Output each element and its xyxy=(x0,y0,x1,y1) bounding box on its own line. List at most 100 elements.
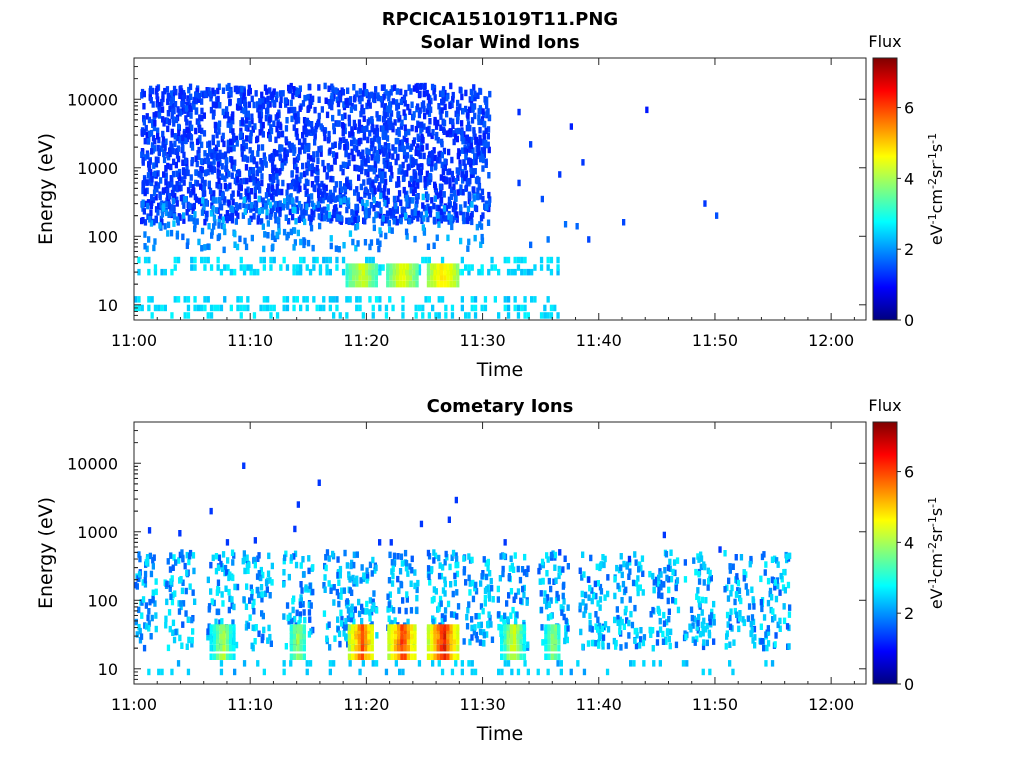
heatmap-cell xyxy=(277,228,281,235)
heatmap-cell xyxy=(171,591,175,599)
heatmap-cell xyxy=(707,577,711,585)
heatmap-cell xyxy=(234,209,238,216)
heatmap-cell xyxy=(488,570,492,577)
heatmap-cell xyxy=(189,112,193,119)
heatmap-cell xyxy=(266,296,270,303)
heatmap-cell xyxy=(553,638,558,645)
heatmap-cell xyxy=(355,575,359,583)
heatmap-cell xyxy=(636,589,640,597)
heatmap-cell xyxy=(153,120,157,127)
heatmap-cell xyxy=(317,213,321,220)
heatmap-cell xyxy=(478,88,483,95)
heatmap-cell xyxy=(388,209,393,216)
heatmap-cell xyxy=(498,575,502,582)
heatmap-cell xyxy=(289,653,293,660)
heatmap-cell xyxy=(272,99,277,107)
heatmap-cell xyxy=(161,116,165,123)
heatmap-cell xyxy=(374,280,378,288)
heatmap-cell xyxy=(217,122,221,129)
heatmap-cell xyxy=(773,584,777,591)
heatmap-cell xyxy=(426,549,431,557)
heatmap-cell xyxy=(267,198,271,206)
heatmap-cell xyxy=(470,201,474,208)
heatmap-cell xyxy=(320,207,324,214)
heatmap-cell xyxy=(332,123,336,130)
heatmap-cell xyxy=(538,578,542,585)
heatmap-cell xyxy=(598,604,602,611)
heatmap-cell xyxy=(601,640,605,647)
x-tick-label: 11:40 xyxy=(576,695,622,714)
heatmap-cell xyxy=(200,90,204,98)
heatmap-cell xyxy=(467,601,471,608)
heatmap-cell xyxy=(468,580,472,587)
heatmap-cell xyxy=(472,186,476,193)
heatmap-cell xyxy=(651,572,655,580)
heatmap-cell xyxy=(162,171,166,178)
heatmap-cell xyxy=(466,121,471,128)
heatmap-cell xyxy=(140,151,144,158)
heatmap-cell xyxy=(166,162,170,170)
heatmap-cell xyxy=(268,174,272,181)
heatmap-cell xyxy=(210,598,214,605)
heatmap-cell xyxy=(170,598,175,606)
heatmap-cell xyxy=(209,632,213,640)
heatmap-cell xyxy=(439,624,444,631)
heatmap-cell xyxy=(362,130,367,137)
heatmap-cell xyxy=(408,108,412,115)
heatmap-cell xyxy=(491,596,495,603)
heatmap-cell xyxy=(763,569,767,576)
heatmap-cell xyxy=(596,616,600,624)
heatmap-cell xyxy=(723,586,727,593)
heatmap-cell xyxy=(477,184,481,191)
heatmap-cell xyxy=(143,576,147,584)
heatmap-cell xyxy=(400,624,404,631)
heatmap-cell xyxy=(418,174,422,182)
heatmap-cell xyxy=(627,573,631,580)
heatmap-cell xyxy=(243,208,247,215)
heatmap-cell xyxy=(487,172,491,179)
heatmap-cell xyxy=(222,644,226,652)
heatmap-cell xyxy=(364,624,368,631)
heatmap-cell xyxy=(613,592,617,600)
heatmap-cell xyxy=(443,615,447,622)
heatmap-cell xyxy=(396,176,401,183)
heatmap-cell xyxy=(188,202,192,210)
heatmap-cell xyxy=(168,193,172,200)
heatmap-cell xyxy=(544,638,548,645)
heatmap-cell xyxy=(513,624,517,631)
heatmap-cell xyxy=(261,203,266,210)
heatmap-cell xyxy=(203,169,207,177)
heatmap-cell xyxy=(628,596,632,603)
heatmap-cell xyxy=(430,624,434,631)
heatmap-cell xyxy=(144,623,149,630)
heatmap-cell xyxy=(360,653,365,660)
heatmap-cell xyxy=(164,622,168,629)
heatmap-cell xyxy=(522,644,527,652)
heatmap-cell xyxy=(229,624,233,631)
heatmap-cell xyxy=(162,150,166,158)
heatmap-cell xyxy=(429,567,433,575)
heatmap-cell xyxy=(295,268,299,276)
heatmap-cell xyxy=(405,137,409,145)
heatmap-cell xyxy=(289,182,294,190)
heatmap-cell xyxy=(384,304,389,312)
heatmap-cell xyxy=(467,268,471,276)
heatmap-cell xyxy=(443,580,447,588)
heatmap-cell xyxy=(292,264,296,271)
heatmap-cell xyxy=(506,660,511,667)
heatmap-cell xyxy=(397,190,402,197)
heatmap-cell xyxy=(437,205,441,212)
heatmap-cell xyxy=(669,628,673,636)
heatmap-cell xyxy=(272,256,276,264)
heatmap-cell xyxy=(519,644,523,652)
heatmap-cell xyxy=(526,565,530,572)
heatmap-cell xyxy=(270,579,274,586)
heatmap-cell xyxy=(221,216,225,223)
heatmap-cell xyxy=(140,612,144,619)
heatmap-cell xyxy=(469,142,474,150)
heatmap-cell xyxy=(354,644,358,652)
heatmap-cell xyxy=(439,196,444,204)
heatmap-cell xyxy=(779,572,783,580)
cometary-x-ticks: 11:00 11:10 11:20 11:30 11:40 11:50 12:00 xyxy=(111,422,855,714)
